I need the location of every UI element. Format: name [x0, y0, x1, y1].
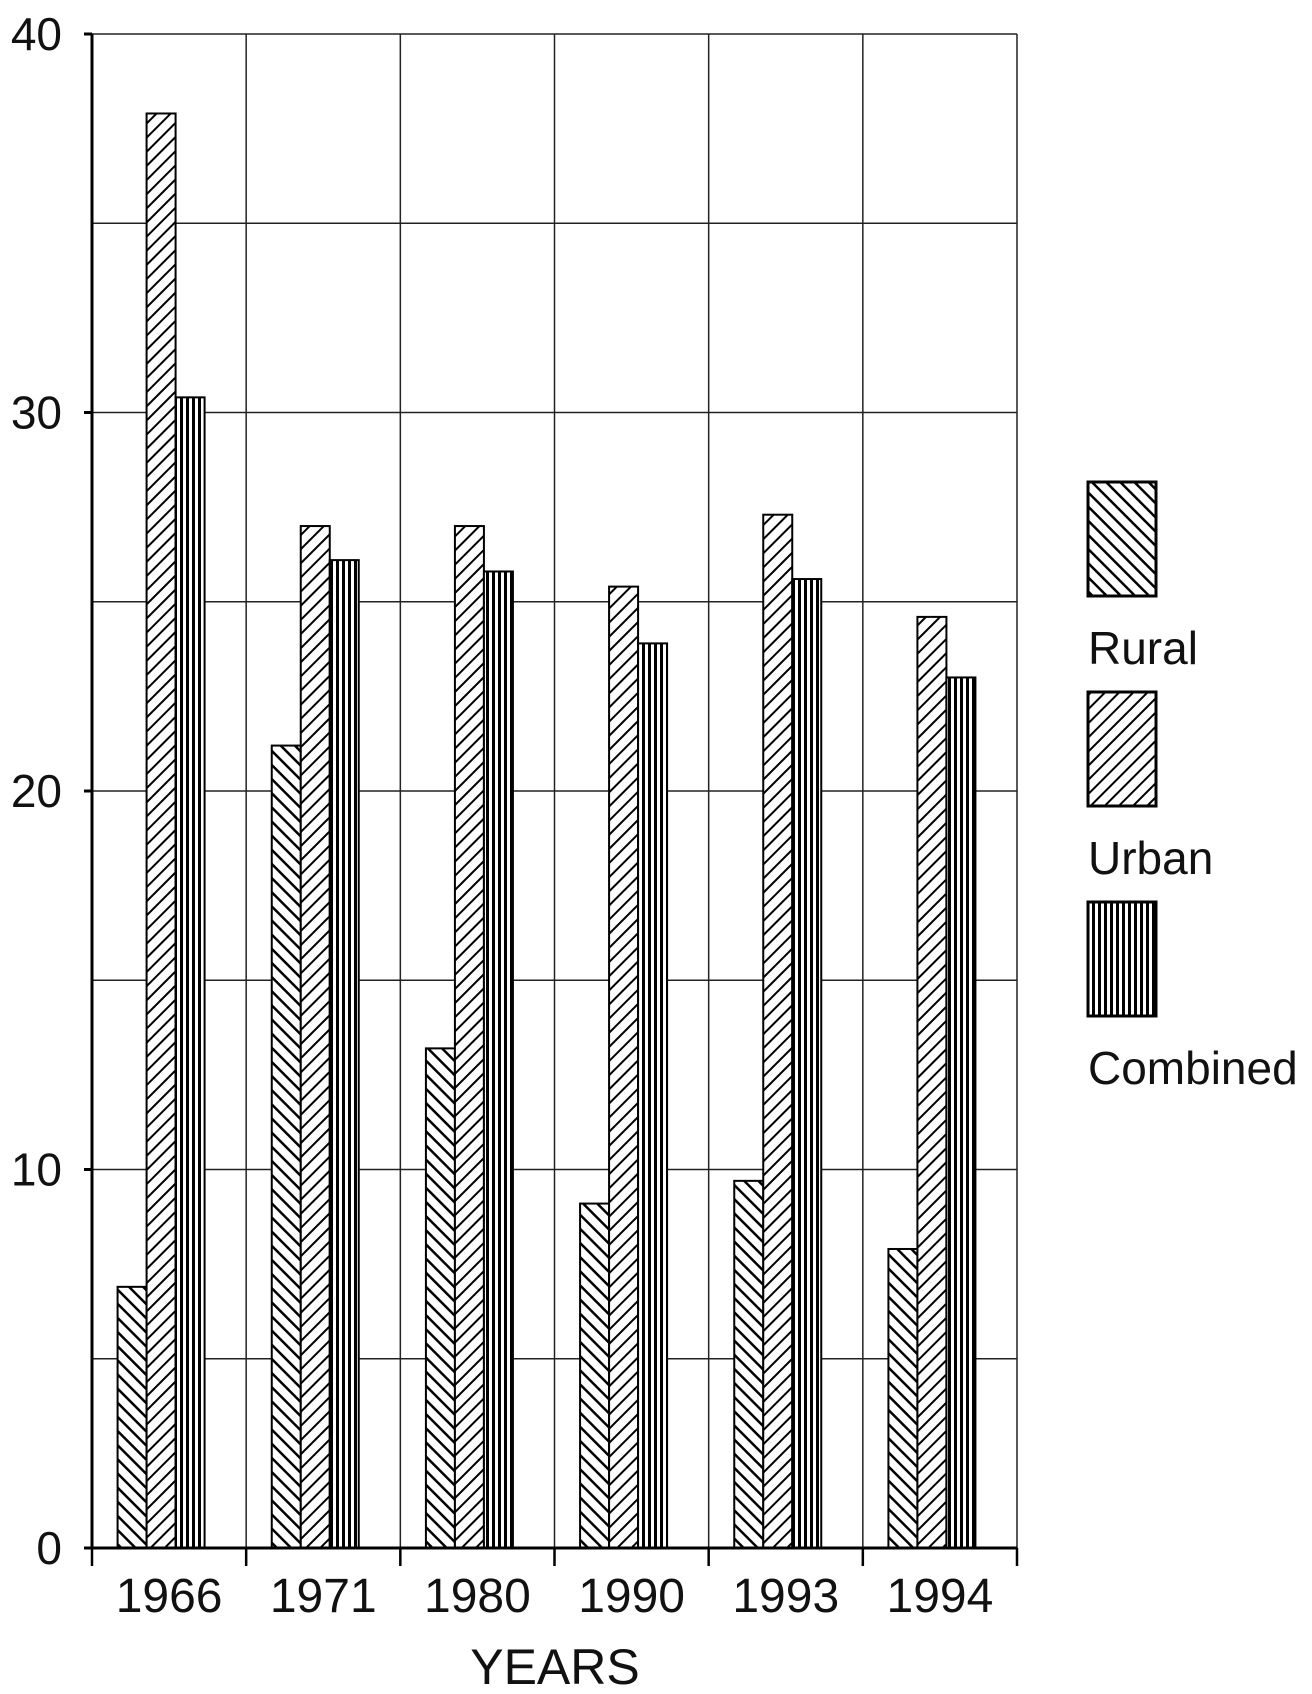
combined-bar-1994 [945, 676, 977, 1549]
combined-bar-1966 [174, 396, 206, 1549]
combined-legend-label: Combined [1088, 1042, 1298, 1094]
urban-bar-1993 [762, 513, 794, 1550]
grid-lines [92, 33, 1018, 1549]
y-tick-label: 10 [11, 1144, 62, 1196]
combined-bar-1980 [482, 570, 514, 1549]
rural-legend-swatch [1086, 480, 1158, 598]
rural-bar-1966 [116, 1285, 148, 1549]
y-tick-label: 30 [11, 387, 62, 439]
x-tick-label: 1966 [116, 1570, 223, 1623]
urban-bar-1966 [145, 112, 177, 1550]
rural-bar-1980 [424, 1047, 456, 1549]
combined-legend-swatch [1086, 900, 1158, 1018]
rural-bar-1971 [270, 744, 302, 1549]
combined-bar-1993 [791, 578, 823, 1549]
urban-legend-label: Urban [1088, 832, 1213, 884]
urban-legend-swatch [1086, 690, 1158, 808]
rural-legend-label: Rural [1088, 622, 1198, 674]
combined-bar-1990 [637, 642, 669, 1549]
urban-bar-1971 [299, 525, 331, 1549]
urban-bar-1990 [608, 585, 640, 1549]
urban-bar-1980 [453, 525, 485, 1549]
combined-bar-1971 [328, 559, 360, 1549]
rural-bar-1993 [733, 1179, 765, 1549]
x-tick-label: 1994 [887, 1570, 994, 1623]
x-tick-label: 1980 [424, 1570, 531, 1623]
y-tick-label: 0 [36, 1522, 62, 1574]
x-tick-label: 1971 [270, 1570, 377, 1623]
tick-labels: 0 10 20 30 40 1966 1971 1980 1990 1993 1994 [11, 8, 993, 1623]
urban-bar-1994 [916, 615, 948, 1549]
rural-bar-1990 [579, 1202, 611, 1549]
y-tick-label: 40 [11, 8, 62, 60]
x-tick-label: 1990 [578, 1570, 685, 1623]
y-tick-label: 20 [11, 765, 62, 817]
x-tick-label: 1993 [732, 1570, 839, 1623]
axes [84, 32, 1019, 1566]
bars [116, 112, 977, 1550]
legend: Rural Urban Combined [1086, 480, 1298, 1094]
x-axis-title: YEARS [470, 1639, 640, 1694]
rural-bar-1994 [887, 1247, 919, 1549]
